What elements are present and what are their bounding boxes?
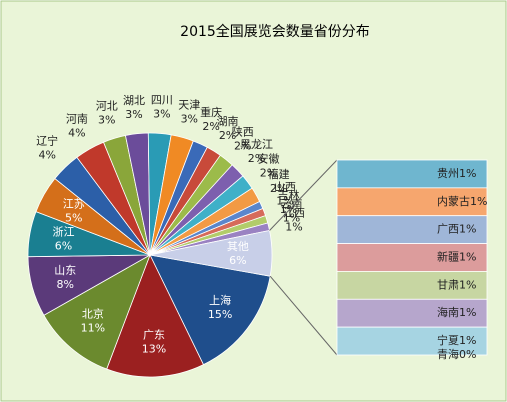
breakout-value-label: 1% xyxy=(459,167,476,180)
plot: 上海15%广东13%北京11%山东8%浙江6%江苏5%辽宁4%河南4%河北3%湖… xyxy=(27,93,488,378)
slice-label: 河南 xyxy=(66,112,88,125)
slice-value-label: 15% xyxy=(208,308,232,321)
breakout-segment xyxy=(336,326,488,356)
breakout-segment xyxy=(336,271,488,300)
slice-value-label: 2% xyxy=(270,182,287,195)
breakout-label: 青海0% xyxy=(437,347,476,361)
breakout-name: 海南 xyxy=(437,305,459,319)
breakout-label: 宁夏1% xyxy=(437,333,476,347)
slice-label: 黑龙江 xyxy=(240,138,273,151)
slice-value-label: 11% xyxy=(81,322,105,335)
slice-label: 广东 xyxy=(143,329,165,342)
breakout-value-label: 1% xyxy=(459,223,476,236)
slice-label: 江苏 xyxy=(63,197,85,210)
slice-label: 四川 xyxy=(151,93,173,106)
breakout-name: 宁夏 xyxy=(437,333,459,347)
slice-label: 安徽 xyxy=(258,151,280,165)
slice-value-label: 6% xyxy=(55,240,72,253)
slice-value-label: 2% xyxy=(234,140,251,153)
slice-value-label: 6% xyxy=(229,254,246,267)
slice-label: 湖北 xyxy=(123,94,145,107)
breakout-name: 青海 xyxy=(437,347,459,361)
slice-label: 湖南 xyxy=(217,115,239,128)
slice-label: 辽宁 xyxy=(36,134,58,148)
slice-value-label: 1% xyxy=(283,212,300,225)
slice-value-label: 2% xyxy=(202,120,219,133)
slice-value-label: 1% xyxy=(276,194,293,207)
slice-label: 福建 xyxy=(268,167,290,181)
breakout-value-label: 1% xyxy=(459,306,476,319)
slice-label: 北京 xyxy=(82,307,104,321)
pie-slice xyxy=(43,254,151,370)
leader-line xyxy=(269,159,338,231)
slice-label: 河北 xyxy=(96,99,118,112)
leader-line xyxy=(269,275,338,356)
slice-label: 重庆 xyxy=(200,105,222,119)
breakout-segment xyxy=(336,159,488,189)
pie-slice xyxy=(149,254,271,366)
breakout-value-label: 1% xyxy=(459,334,476,347)
slice-label: 山东 xyxy=(54,264,76,277)
breakout-label: 广西1% xyxy=(437,223,476,236)
breakout-segment xyxy=(336,243,488,272)
slice-value-label: 2% xyxy=(219,129,236,142)
slice-value-label: 13% xyxy=(142,343,166,356)
breakout-segment xyxy=(336,298,488,328)
breakout-name: 贵州 xyxy=(437,167,459,180)
slice-value-label: 3% xyxy=(153,107,170,120)
breakout-name: 内蒙古 xyxy=(437,194,470,208)
slice-label: 上海 xyxy=(209,293,231,307)
breakout-label: 新疆1% xyxy=(437,250,476,264)
breakout-segment xyxy=(336,187,488,217)
slice-label: 其他 xyxy=(227,240,249,253)
slice-value-label: 2% xyxy=(260,166,277,179)
breakout-value-label: 0% xyxy=(459,348,476,361)
breakout-label: 贵州1% xyxy=(437,167,476,180)
breakout-label: 内蒙古1% xyxy=(437,194,487,208)
breakout-value-label: 1% xyxy=(459,278,476,291)
chart-title: 2015全国展览会数量省份分布 xyxy=(180,23,370,40)
slice-label: 山西 xyxy=(274,180,296,193)
breakout-value-label: 1% xyxy=(459,251,476,264)
breakout-name: 新疆 xyxy=(437,250,459,264)
slice-label: 天津 xyxy=(178,98,200,111)
slice-value-label: 3% xyxy=(125,108,142,121)
slice-value-label: 5% xyxy=(65,211,82,224)
breakout-name: 甘肃 xyxy=(437,278,459,291)
pie-slice xyxy=(149,229,273,277)
breakout-label: 海南1% xyxy=(437,305,476,319)
slice-label: 云南 xyxy=(281,198,303,211)
slice-value-label: 3% xyxy=(98,113,115,126)
slice-value-label: 8% xyxy=(57,278,74,291)
slice-value-label: 2% xyxy=(248,152,265,165)
slice-value-label: 3% xyxy=(181,112,198,125)
slice-value-label: 4% xyxy=(68,126,85,139)
slice-label: 陕西 xyxy=(232,125,254,139)
breakout-value-label: 1% xyxy=(470,195,487,208)
breakout-label: 甘肃1% xyxy=(437,278,476,291)
slice-label: 吉林 xyxy=(278,188,300,202)
slice-value-label: 1% xyxy=(285,221,302,234)
slice-value-label: 4% xyxy=(38,149,55,162)
breakout-segment xyxy=(336,215,488,244)
breakout-name: 广西 xyxy=(437,223,459,236)
pie-slice xyxy=(106,253,205,378)
slice-label: 浙江 xyxy=(52,226,74,239)
